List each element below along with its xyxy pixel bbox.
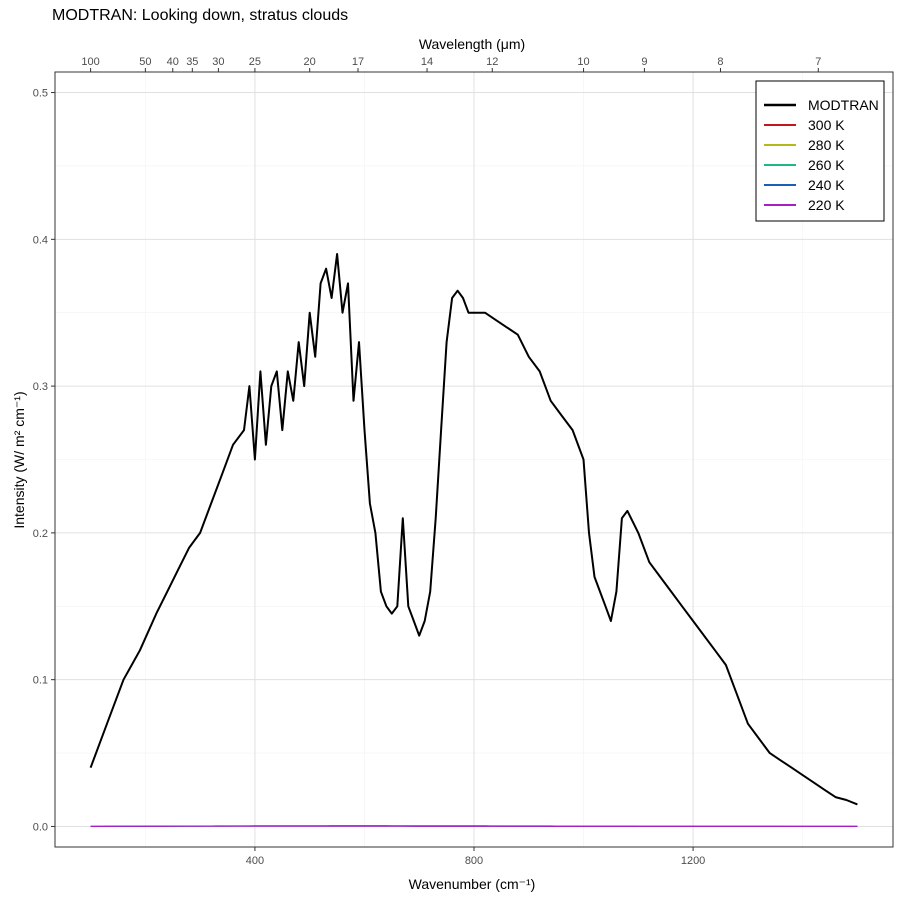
y-tick-label: 0.5 xyxy=(33,88,48,100)
top-tick-label: 20 xyxy=(304,56,316,68)
x-tick-label: 400 xyxy=(246,855,264,867)
top-tick-label: 17 xyxy=(352,56,364,68)
y-tick-label: 0.2 xyxy=(33,528,48,540)
top-axis-title: Wavelength (μm) xyxy=(419,36,525,52)
top-axis: 100 50 40 35 30 25 20 17 14 12 10 9 8 7 xyxy=(81,56,821,72)
y-tick-label: 0.0 xyxy=(33,821,48,833)
top-tick-label: 7 xyxy=(815,56,821,68)
plot-panel xyxy=(54,71,894,848)
legend-label: 240 K xyxy=(808,177,845,193)
top-tick-label: 10 xyxy=(577,56,589,68)
y-tick-label: 0.4 xyxy=(33,234,48,246)
top-tick-label: 12 xyxy=(486,56,498,68)
y-tick-label: 0.3 xyxy=(33,381,48,393)
x-axis-title: Wavenumber (cm⁻¹) xyxy=(409,876,536,892)
y-tick-label: 0.1 xyxy=(33,675,48,687)
top-tick-label: 50 xyxy=(139,56,151,68)
series-lines xyxy=(89,253,858,827)
top-tick-label: 40 xyxy=(167,56,179,68)
top-tick-label: 25 xyxy=(249,56,261,68)
legend-label: MODTRAN xyxy=(808,97,879,113)
top-tick-label: 8 xyxy=(717,56,723,68)
x-axis: 400 800 1200 xyxy=(246,847,705,867)
top-tick-label: 14 xyxy=(421,56,433,68)
top-tick-label: 30 xyxy=(212,56,224,68)
legend-label: 260 K xyxy=(808,157,845,173)
top-tick-label: 35 xyxy=(186,56,198,68)
y-axis-title: Intensity (W/ m² cm⁻¹) xyxy=(11,391,27,528)
legend: MODTRAN 300 K 280 K 260 K 240 K 220 K xyxy=(755,80,885,222)
legend-label: 280 K xyxy=(808,137,845,153)
chart-title: MODTRAN: Looking down, stratus clouds xyxy=(52,7,348,24)
legend-label: 220 K xyxy=(808,197,845,213)
x-tick-label: 800 xyxy=(465,855,483,867)
y-axis: 0.0 0.1 0.2 0.3 0.4 0.5 xyxy=(33,88,55,833)
x-tick-label: 1200 xyxy=(681,855,705,867)
series-line-modtran xyxy=(89,253,858,806)
top-tick-label: 100 xyxy=(81,56,99,68)
legend-label: 300 K xyxy=(808,117,845,133)
top-tick-label: 9 xyxy=(641,56,647,68)
